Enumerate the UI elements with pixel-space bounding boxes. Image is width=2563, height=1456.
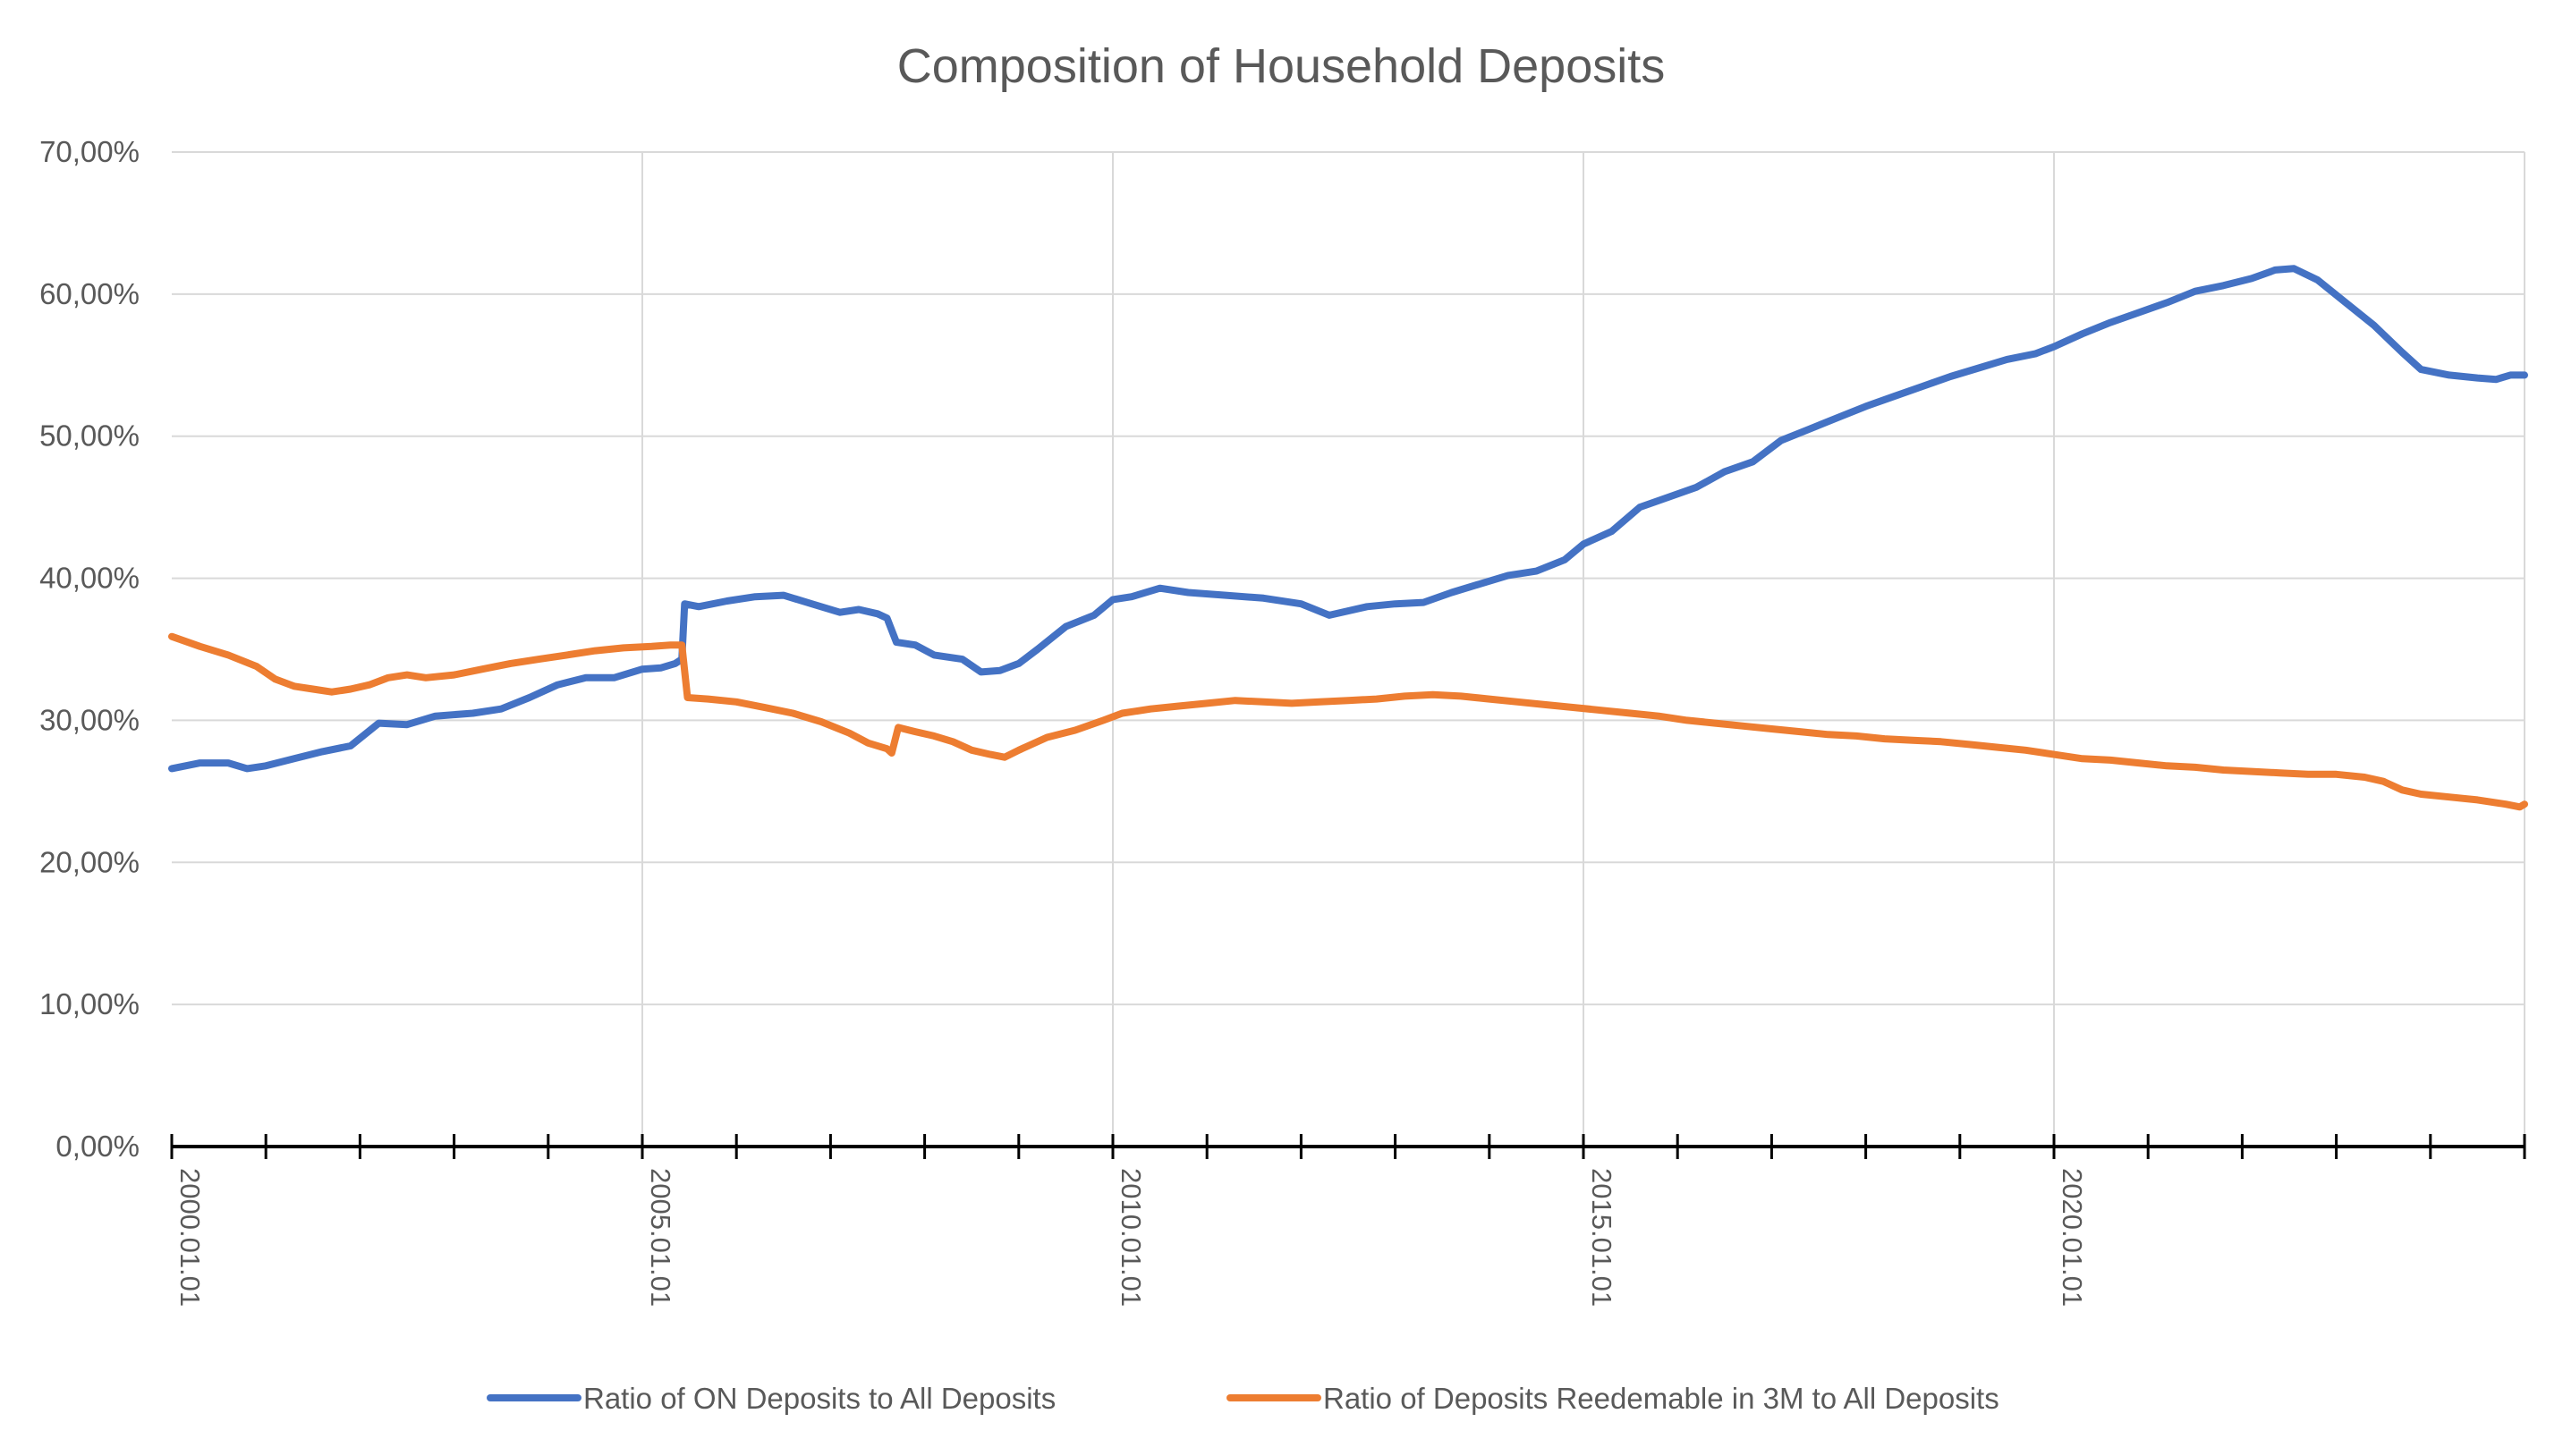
x-tick-label: 2000.01.01: [174, 1168, 206, 1307]
x-tick-label: 2015.01.01: [1586, 1168, 1617, 1307]
x-axis: 2000.01.01 2005.01.01 2010.01.01 2015.01.01…: [170, 1134, 2526, 1307]
series-line-on-deposits: [168, 265, 2528, 773]
y-tick-label: 20,00%: [39, 845, 140, 878]
legend: Ratio of ON Deposits to All Deposits Rati…: [487, 1382, 1999, 1415]
y-tick-label: 0,00%: [55, 1130, 140, 1163]
x-tick-label: 2005.01.01: [645, 1168, 676, 1307]
gridlines: [172, 151, 2525, 1147]
y-tick-label: 10,00%: [39, 987, 140, 1020]
legend-label: Ratio of Deposits Reedemable in 3M to Al…: [1323, 1382, 1999, 1415]
y-tick-label: 30,00%: [39, 703, 140, 736]
y-tick-label: 70,00%: [39, 135, 140, 168]
y-tick-label: 40,00%: [39, 562, 140, 595]
series-line-deposits-3m: [168, 632, 2528, 811]
y-tick-label: 50,00%: [39, 419, 140, 453]
x-tick-label: 2010.01.01: [1116, 1168, 1147, 1307]
legend-label: Ratio of ON Deposits to All Deposits: [583, 1382, 1056, 1415]
series-lines: [168, 265, 2528, 811]
x-tick-label: 2020.01.01: [2057, 1168, 2088, 1307]
chart-title: Composition of Household Deposits: [897, 39, 1665, 93]
y-tick-label: 60,00%: [39, 277, 140, 310]
y-axis-tick-labels: 0,00% 10,00% 20,00% 30,00% 40,00% 50,00% 60,00…: [39, 135, 140, 1163]
